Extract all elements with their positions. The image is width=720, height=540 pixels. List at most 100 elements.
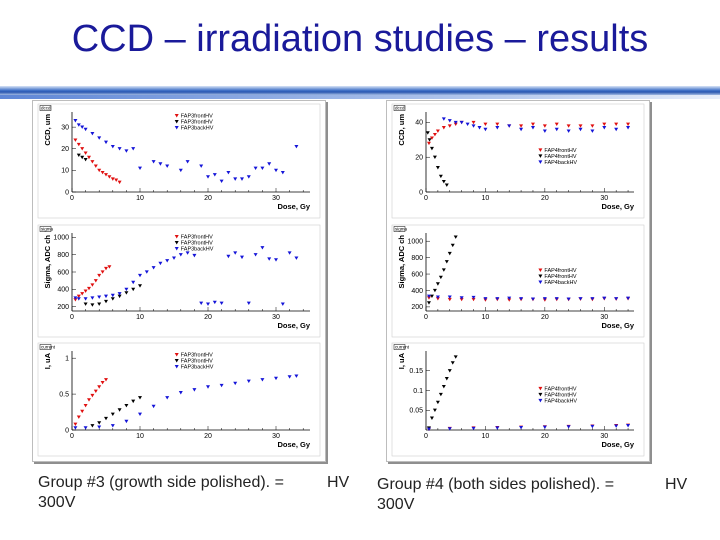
data-point — [294, 374, 299, 378]
x-tick-label: 30 — [600, 195, 608, 202]
legend-marker — [174, 120, 179, 124]
y-tick-label: 1 — [65, 355, 69, 362]
data-point — [165, 396, 170, 400]
x-tick-label: 10 — [136, 433, 144, 440]
data-point — [90, 303, 95, 307]
data-point — [447, 427, 452, 431]
data-point — [447, 297, 452, 302]
y-tick-label: 0.05 — [409, 408, 423, 415]
data-point — [114, 178, 119, 182]
data-point — [76, 415, 81, 419]
x-tick-label: 0 — [70, 195, 74, 202]
data-point — [246, 175, 251, 179]
data-point — [542, 124, 547, 128]
data-point — [117, 408, 122, 412]
data-point — [138, 396, 142, 400]
y-tick-label: 20 — [61, 146, 69, 153]
data-point — [590, 124, 595, 128]
legend-entry: FAP3frontHV — [181, 359, 213, 365]
data-point — [432, 408, 437, 413]
legend-entry: FAP4frontHV — [544, 148, 576, 154]
data-point — [444, 183, 449, 187]
data-point — [447, 295, 452, 299]
legend-entry: FAP3frontHV — [181, 120, 213, 126]
legend-entry: FAP4frontHV — [544, 268, 576, 274]
x-tick-label: 20 — [541, 433, 549, 440]
data-point — [73, 138, 78, 142]
y-tick-label: 800 — [411, 255, 423, 262]
data-point — [530, 122, 535, 126]
data-point — [542, 129, 547, 133]
y-tick-label: 0.1 — [413, 388, 423, 395]
data-point — [100, 270, 105, 274]
data-point — [260, 246, 265, 250]
data-point — [192, 253, 197, 258]
data-point — [131, 287, 136, 292]
data-point — [447, 124, 452, 128]
data-point — [435, 400, 440, 405]
data-point — [441, 268, 446, 272]
data-point — [294, 144, 299, 149]
chart-tag-box — [393, 105, 406, 111]
legend-entry: FAP3backHV — [181, 365, 214, 371]
data-point — [93, 279, 98, 283]
data-point — [566, 297, 571, 301]
y-axis-label: CCD, um — [43, 114, 52, 146]
chart-canvas — [391, 224, 645, 338]
legend-entry: FAP4frontHV — [544, 274, 576, 280]
data-point — [626, 296, 631, 301]
data-point — [483, 297, 488, 301]
data-point — [158, 162, 163, 166]
legend-marker — [538, 398, 543, 403]
data-point — [212, 173, 217, 177]
data-point — [471, 297, 476, 302]
data-point — [566, 425, 571, 429]
data-point — [274, 376, 278, 381]
chart-tag: dccd — [395, 105, 405, 110]
legend-entry: FAP4backHV — [544, 160, 577, 166]
data-point — [107, 175, 112, 179]
data-point — [519, 124, 524, 128]
data-point — [626, 122, 631, 126]
x-tick-label: 0 — [70, 433, 74, 440]
y-tick-label: 600 — [57, 269, 69, 276]
legend-marker — [538, 280, 543, 284]
data-point — [83, 297, 88, 301]
data-point — [206, 302, 210, 306]
data-point — [110, 177, 115, 181]
data-point — [459, 296, 464, 300]
data-point — [151, 160, 156, 164]
data-point — [432, 133, 437, 137]
data-point — [90, 132, 95, 136]
y-axis-label: I, uA — [397, 352, 406, 369]
data-point — [260, 166, 265, 171]
data-point — [233, 381, 238, 386]
data-point — [429, 146, 434, 151]
data-point — [426, 294, 431, 299]
data-point — [438, 392, 443, 397]
data-point — [432, 155, 437, 160]
legend-entry: FAP3backHV — [181, 247, 214, 253]
data-point — [507, 124, 512, 128]
y-tick-label: 40 — [415, 120, 423, 127]
data-point — [90, 296, 95, 300]
data-point — [626, 424, 631, 428]
data-point — [97, 385, 102, 389]
data-point — [441, 179, 446, 184]
data-point — [100, 170, 105, 175]
data-point — [614, 122, 619, 126]
caption-group4-hv: HV — [665, 476, 688, 493]
data-point — [73, 298, 78, 302]
data-point — [435, 295, 440, 299]
data-point — [117, 292, 122, 296]
data-point — [578, 127, 583, 132]
data-point — [453, 120, 458, 125]
data-point — [253, 253, 258, 257]
chart-tag: current — [41, 344, 56, 349]
data-point — [110, 297, 115, 301]
legend-marker — [174, 359, 179, 363]
data-point — [495, 126, 500, 130]
data-point — [83, 157, 88, 162]
x-tick-label: 10 — [482, 433, 490, 440]
